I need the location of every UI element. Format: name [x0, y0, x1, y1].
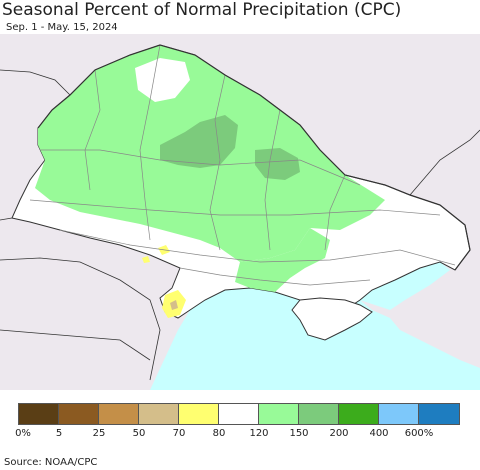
legend-tick-label: 0% [15, 428, 31, 439]
legend-tick-label: 600% [404, 428, 434, 439]
very-wet-region-east [255, 148, 300, 180]
legend-swatch [299, 404, 339, 424]
legend-tick-label: 200 [329, 428, 349, 439]
legend-tick-label: 120 [249, 428, 269, 439]
map-title: Seasonal Percent of Normal Precipitation… [2, 0, 402, 20]
map-subtitle: Sep. 1 - May. 15, 2024 [6, 22, 118, 33]
black-sea [150, 288, 480, 390]
wet-region-south [235, 228, 330, 292]
legend-tick-label: 50 [132, 428, 146, 439]
source-note: Source: NOAA/CPC [4, 457, 98, 468]
legend-swatch [179, 404, 219, 424]
azov-sea [360, 262, 450, 310]
legend-bar [18, 403, 460, 425]
legend-tick-label: 5 [55, 428, 63, 439]
legend-swatch [99, 404, 139, 424]
dry-region-small-2 [142, 256, 150, 263]
precipitation-map [0, 34, 480, 390]
legend-tick-label: 150 [289, 428, 309, 439]
legend-swatch [139, 404, 179, 424]
legend-tick-label: 80 [212, 428, 226, 439]
country-border [37, 44, 471, 271]
legend-tick-label: 25 [92, 428, 106, 439]
very-wet-region [160, 115, 238, 168]
legend-swatch [219, 404, 259, 424]
legend-swatch [379, 404, 419, 424]
legend-swatch [59, 404, 99, 424]
legend-swatch [339, 404, 379, 424]
mid-region [170, 300, 178, 310]
oblast-borders [29, 44, 456, 286]
legend-swatch [19, 404, 59, 424]
normal-hole-north [135, 58, 190, 102]
legend-swatch [419, 404, 459, 424]
crimea [291, 297, 373, 341]
legend-swatch [259, 404, 299, 424]
legend-tick-label: 70 [172, 428, 186, 439]
legend-tick-label: 400 [369, 428, 389, 439]
foreign-borders [0, 69, 480, 381]
